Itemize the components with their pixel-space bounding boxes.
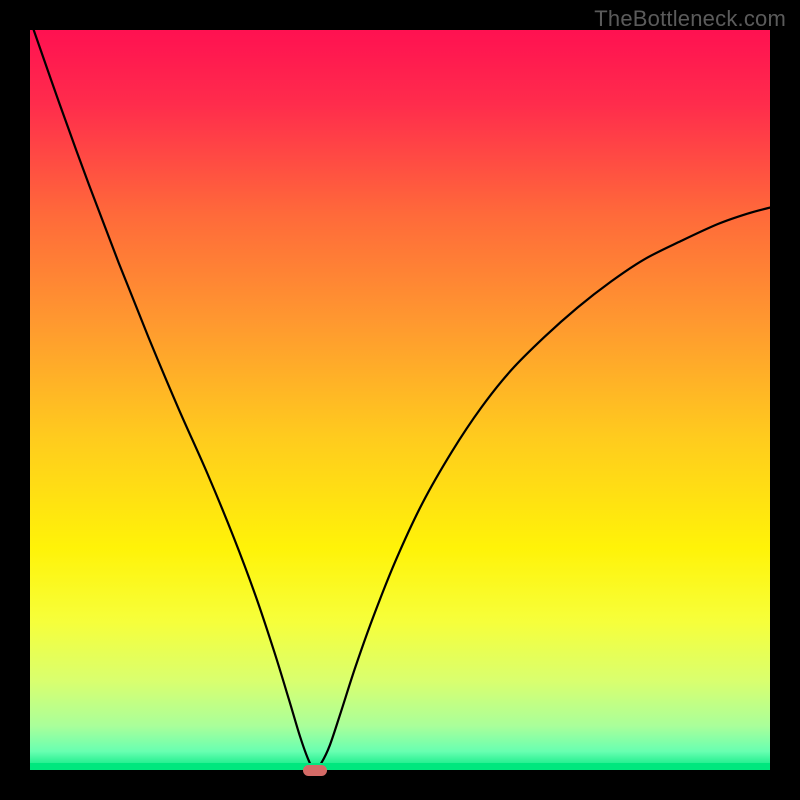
green-baseline-strip xyxy=(30,763,770,770)
bottleneck-curve xyxy=(30,30,770,770)
watermark-text: TheBottleneck.com xyxy=(594,6,786,32)
minimum-marker xyxy=(303,765,327,776)
chart-container: TheBottleneck.com xyxy=(0,0,800,800)
plot-area xyxy=(30,30,770,770)
